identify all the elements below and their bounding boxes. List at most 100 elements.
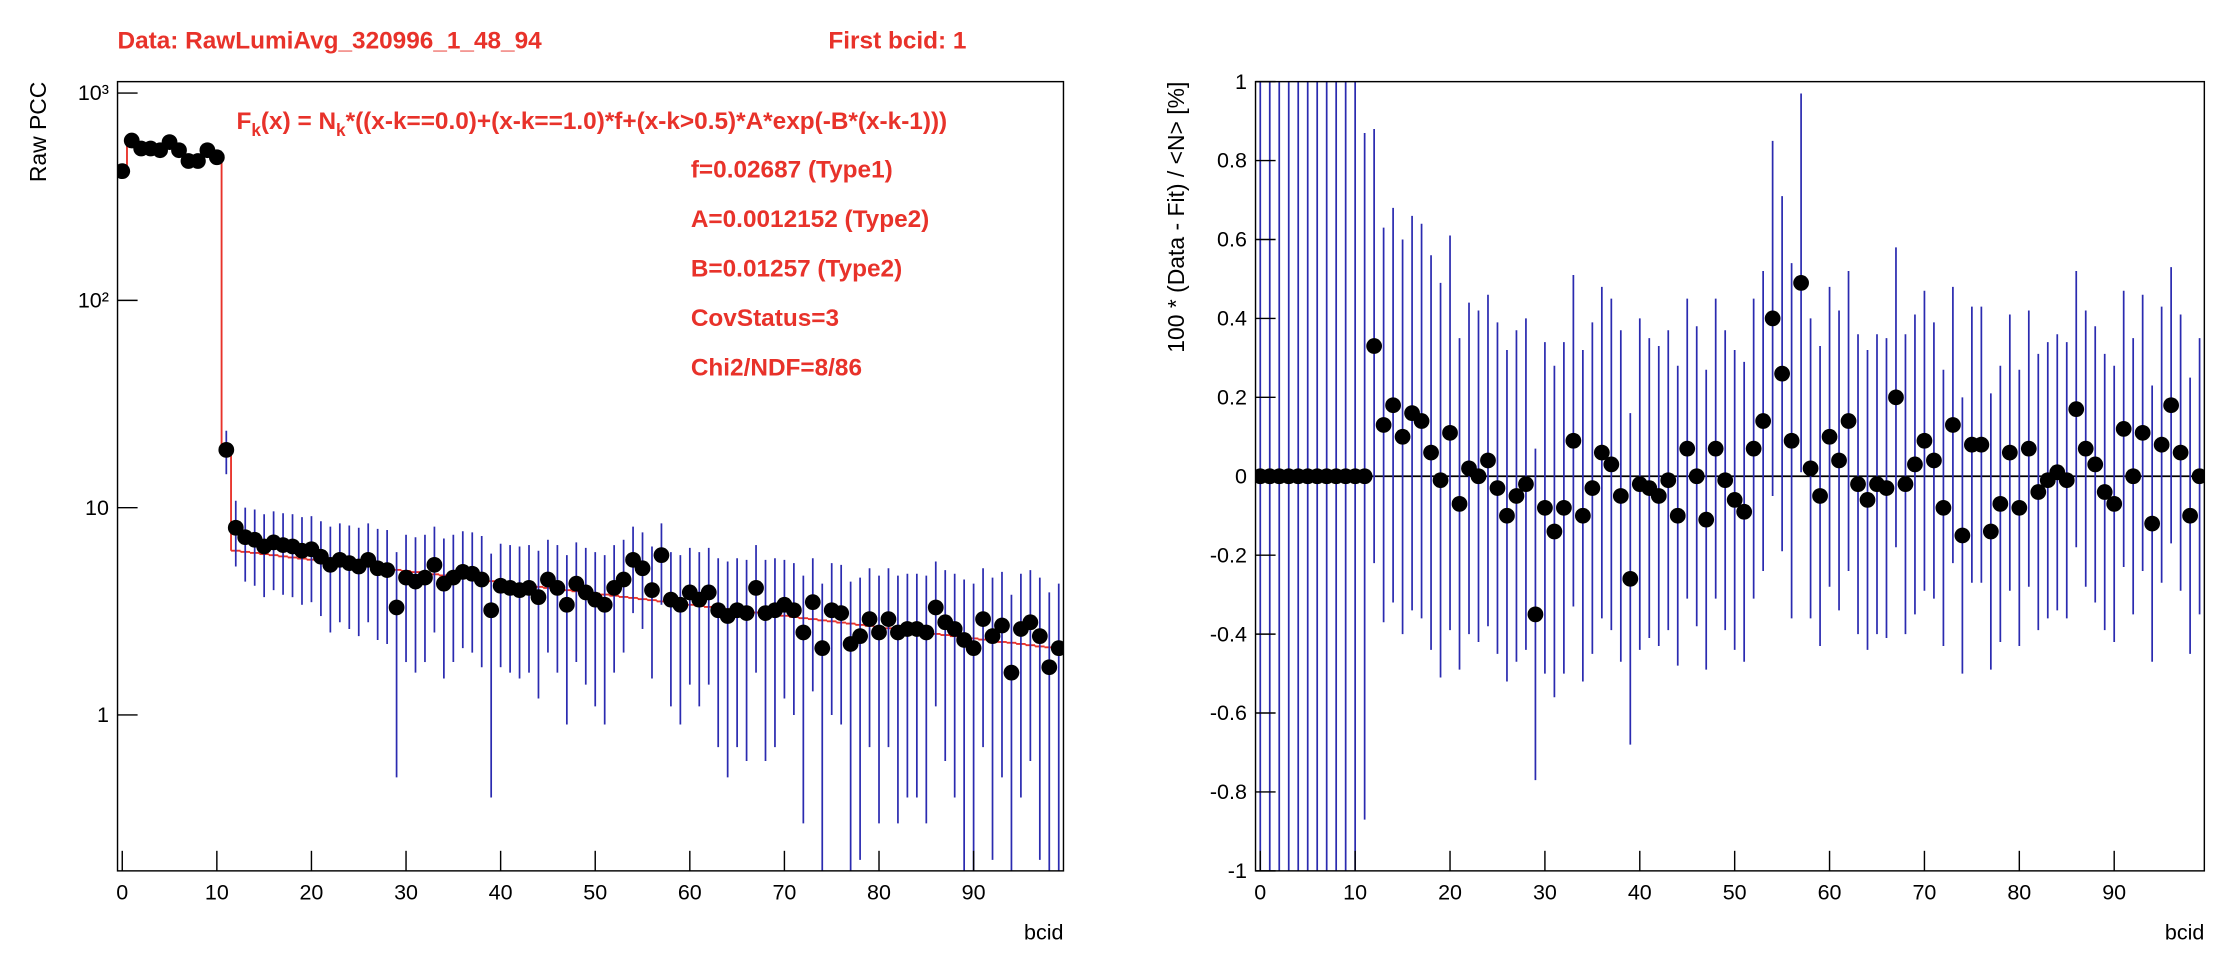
data-point xyxy=(530,589,547,606)
data-point xyxy=(1508,488,1525,504)
fit-formula: Fk(x) = Nk*((x-k==0.0)+(x-k==1.0)*f+(x-k… xyxy=(236,108,947,140)
data-point xyxy=(1916,432,1933,449)
x-tick-label: 40 xyxy=(489,881,513,905)
formula-part: F xyxy=(236,108,251,135)
data-point xyxy=(2077,440,2094,457)
data-point xyxy=(927,599,944,616)
y-tick-label: 1 xyxy=(97,703,109,727)
x-tick-label: 90 xyxy=(962,881,986,905)
data-point xyxy=(549,580,566,596)
data-point xyxy=(1442,424,1458,441)
formula-part: *((x-k==0.0)+(x-k==1.0)*f+(x-k>0.5)*A*ex… xyxy=(346,108,948,135)
data-point xyxy=(653,547,670,564)
data-point xyxy=(672,596,689,613)
y-tick-label: 0.4 xyxy=(1217,307,1247,331)
data-point xyxy=(1907,456,1923,473)
data-point xyxy=(871,624,887,641)
data-point xyxy=(615,571,632,588)
fit-annotation: Chi2/NDF=8/86 xyxy=(691,354,862,381)
x-axis-label: bcid xyxy=(2165,921,2204,945)
x-tick-label: 0 xyxy=(116,881,128,905)
data-point xyxy=(1022,614,1039,631)
data-point xyxy=(473,571,490,588)
data-point xyxy=(2191,468,2205,485)
data-point xyxy=(1031,628,1048,645)
data-point xyxy=(379,562,396,578)
data-point xyxy=(1745,440,1762,457)
data-point xyxy=(1812,488,1828,504)
data-point xyxy=(2125,468,2142,485)
data-point xyxy=(1612,488,1629,504)
formula-part: (x) = N xyxy=(261,108,336,135)
data-point xyxy=(1565,432,1582,449)
data-point xyxy=(1622,570,1639,587)
y-tick-label: -0.4 xyxy=(1210,622,1247,646)
y-tick-label: -0.8 xyxy=(1210,780,1247,804)
data-point xyxy=(1489,480,1506,496)
data-point xyxy=(785,602,802,619)
data-point xyxy=(852,628,868,645)
y-tick-label: 1 xyxy=(1235,70,1247,94)
data-point xyxy=(2011,499,2028,516)
data-point xyxy=(1050,640,1064,657)
data-point xyxy=(2087,456,2104,473)
data-point xyxy=(1840,413,1857,429)
data-point xyxy=(1650,488,1667,504)
data-point xyxy=(1897,476,1914,493)
data-point xyxy=(1783,432,1800,449)
data-point xyxy=(1954,527,1971,544)
fit-annotation: f=0.02687 (Type1) xyxy=(691,157,893,184)
data-point xyxy=(2153,436,2170,453)
data-point xyxy=(1527,606,1544,623)
data-point xyxy=(1546,523,1563,540)
y-tick-label: -1 xyxy=(1228,859,1247,883)
data-point xyxy=(1774,365,1790,382)
x-tick-label: 80 xyxy=(2007,881,2031,905)
data-point xyxy=(2172,444,2189,461)
data-point xyxy=(2096,484,2113,500)
data-point xyxy=(1394,428,1411,445)
data-point xyxy=(833,605,850,621)
x-tick-label: 60 xyxy=(678,881,702,905)
data-point xyxy=(2115,421,2132,437)
data-point xyxy=(918,624,935,641)
data-point xyxy=(388,599,405,616)
x-tick-label: 10 xyxy=(1343,881,1367,905)
data-point xyxy=(1480,452,1496,469)
data-point xyxy=(1537,499,1553,516)
data-point xyxy=(1888,389,1904,406)
plot-area xyxy=(117,132,1064,871)
formula-subscript: k xyxy=(251,120,261,140)
data-point xyxy=(2106,496,2123,512)
x-tick-label: 90 xyxy=(2102,881,2126,905)
x-tick-label: 30 xyxy=(394,881,418,905)
data-point xyxy=(2030,484,2047,500)
fit-annotation: A=0.0012152 (Type2) xyxy=(691,206,929,233)
data-point xyxy=(1518,476,1534,493)
data-point xyxy=(1593,444,1610,461)
data-point xyxy=(1859,492,1876,508)
fit-annotation: B=0.01257 (Type2) xyxy=(691,255,902,282)
data-point xyxy=(2134,424,2151,441)
data-point xyxy=(1603,456,1620,473)
data-point xyxy=(984,628,1001,645)
data-point xyxy=(171,142,187,159)
data-point xyxy=(1726,492,1743,508)
data-point xyxy=(1764,310,1781,327)
data-point xyxy=(634,560,651,577)
data-point xyxy=(190,153,206,169)
x-tick-label: 70 xyxy=(1912,881,1936,905)
data-point xyxy=(2001,444,2018,461)
y-tick-label: 10² xyxy=(78,289,109,313)
y-tick-label: 0 xyxy=(1235,464,1247,488)
data-point xyxy=(946,621,963,637)
data-point xyxy=(1413,413,1430,429)
data-point xyxy=(1423,444,1439,461)
plot-area xyxy=(1255,81,2205,871)
data-point xyxy=(2068,401,2085,418)
data-point xyxy=(1574,507,1591,524)
data-point xyxy=(218,441,235,458)
data-point xyxy=(2020,440,2037,457)
